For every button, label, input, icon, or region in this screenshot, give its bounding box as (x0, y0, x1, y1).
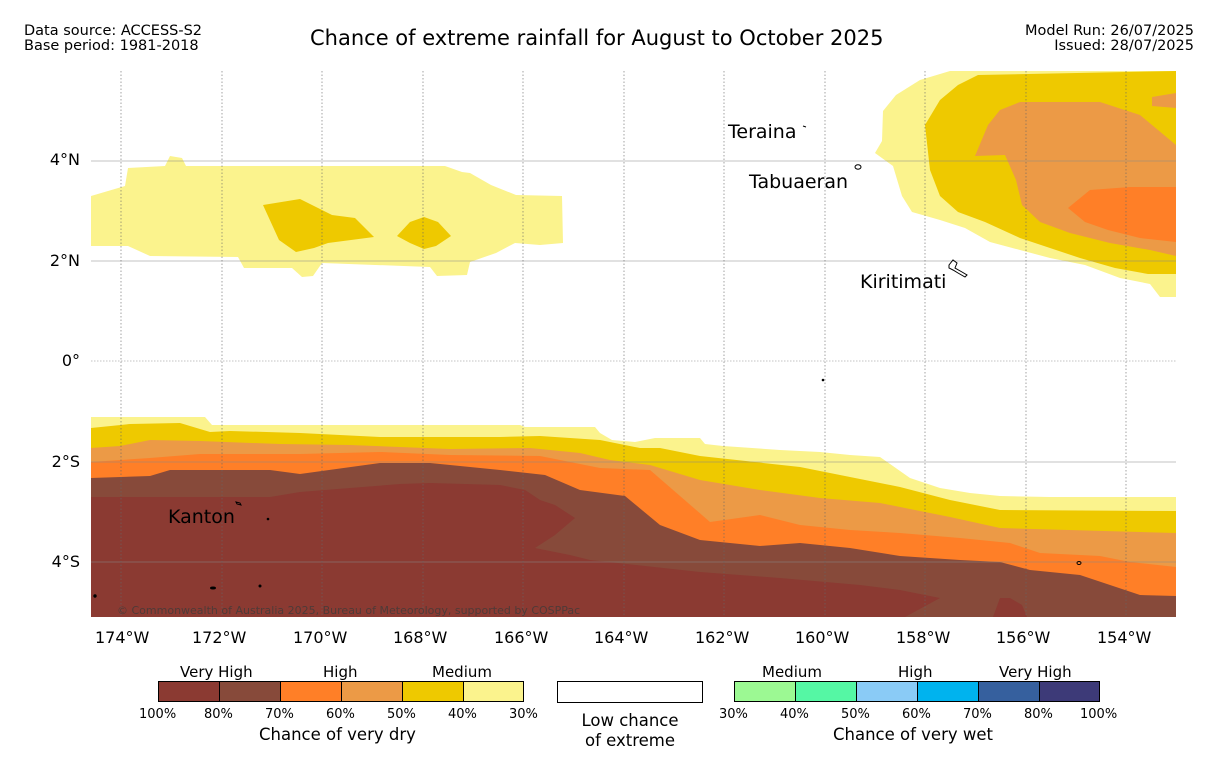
dry-category-high: High (323, 663, 358, 681)
islet-5 (93, 594, 97, 598)
dry-pct-40: 40% (448, 707, 477, 722)
lon-label-156w: 156°W (996, 628, 1051, 647)
place-kiritimati: Kiritimati (860, 271, 947, 293)
wet-swatch-80-100 (1039, 681, 1100, 702)
dry-swatch-50-60 (341, 681, 403, 702)
dry-category-medium: Medium (432, 663, 492, 681)
dry-pct-50: 50% (387, 707, 416, 722)
dry-100-band-south (91, 483, 940, 617)
lon-label-168w: 168°W (393, 628, 448, 647)
dry-100-patch-south-east (993, 598, 1027, 617)
place-teraina: Teraina (728, 121, 797, 143)
base-period: Base period: 1981-2018 (24, 38, 199, 54)
wet-legend-title: Chance of very wet (833, 725, 993, 744)
place-tabuaeran: Tabuaeran (749, 171, 849, 193)
lat-label-4s: 4°S (51, 552, 80, 571)
tabuaeran-island (854, 164, 862, 170)
wet-colorbar (734, 681, 1100, 703)
dry-pct-70: 70% (265, 707, 294, 722)
dry-legend-title: Chance of very dry (259, 725, 416, 744)
wet-pct-80: 80% (1024, 707, 1053, 722)
dry-pct-60: 60% (326, 707, 355, 722)
dry-swatch-40-50 (402, 681, 464, 702)
lon-label-154w: 154°W (1097, 628, 1152, 647)
islet-3 (210, 586, 216, 590)
wet-pct-40: 40% (780, 707, 809, 722)
dry-pct-30: 30% (509, 707, 538, 722)
wet-pct-50: 50% (841, 707, 870, 722)
issued-date: Issued: 28/07/2025 (1054, 38, 1194, 54)
lon-label-174w: 174°W (95, 628, 150, 647)
copyright-notice: © Commonwealth of Australia 2025, Bureau… (117, 604, 581, 617)
wet-swatch-60-70 (917, 681, 979, 702)
wet-swatch-50-60 (856, 681, 918, 702)
place-kanton: Kanton (168, 506, 235, 528)
islet-2 (821, 378, 825, 382)
teraina-island (802, 125, 807, 128)
data-source: Data source: ACCESS-S2 (24, 23, 203, 39)
dry-swatch-70-80 (219, 681, 281, 702)
wet-swatch-40-50 (795, 681, 857, 702)
islet-6 (1076, 561, 1082, 565)
dry-50-blob-2 (397, 217, 451, 249)
wet-category-very-high: Very High (999, 663, 1072, 681)
lat-label-2s: 2°S (51, 452, 80, 471)
wet-swatch-30-40 (734, 681, 796, 702)
rainfall-map (91, 71, 1176, 617)
dry-70-region-north-east (1068, 187, 1176, 242)
dry-pct-80: 80% (204, 707, 233, 722)
dry-colorbar (158, 681, 524, 703)
kiritimati-island (948, 259, 968, 278)
map-graticule (91, 160, 1176, 563)
lat-label-2n: 2°N (49, 251, 80, 270)
dry-50-blob-1 (263, 199, 374, 252)
low-chance-swatch (557, 681, 703, 703)
model-run: Model Run: 26/07/2025 (1024, 23, 1194, 39)
dry-category-very-high: Very High (180, 663, 253, 681)
wet-category-medium: Medium (762, 663, 822, 681)
dry-swatch-60-70 (280, 681, 342, 702)
lon-label-166w: 166°W (494, 628, 549, 647)
wet-pct-70: 70% (963, 707, 992, 722)
islet-4 (258, 584, 262, 588)
wet-pct-100: 100% (1080, 707, 1118, 722)
dry-swatch-80-100 (158, 681, 220, 702)
lon-label-158w: 158°W (896, 628, 951, 647)
low-chance-label-line1: Low chance (581, 711, 679, 730)
lat-label-0: 0° (61, 351, 80, 370)
low-chance-label-line2: of extreme (584, 731, 676, 750)
lon-label-172w: 172°W (192, 628, 247, 647)
islands (93, 125, 1082, 598)
islet-1 (266, 517, 270, 521)
dry-swatch-30-40 (463, 681, 524, 702)
dry-60-patch-north-east (1152, 93, 1176, 108)
lon-label-162w: 162°W (695, 628, 750, 647)
lon-label-170w: 170°W (293, 628, 348, 647)
map-title: Chance of extreme rainfall for August to… (310, 26, 884, 50)
wet-swatch-70-80 (978, 681, 1040, 702)
wet-category-high: High (898, 663, 933, 681)
lon-label-160w: 160°W (795, 628, 850, 647)
wet-pct-30: 30% (719, 707, 748, 722)
wet-pct-60: 60% (902, 707, 931, 722)
lat-label-4n: 4°N (49, 150, 80, 169)
lon-label-164w: 164°W (594, 628, 649, 647)
kanton-island (235, 501, 242, 506)
dry-pct-100: 100% (139, 707, 177, 722)
